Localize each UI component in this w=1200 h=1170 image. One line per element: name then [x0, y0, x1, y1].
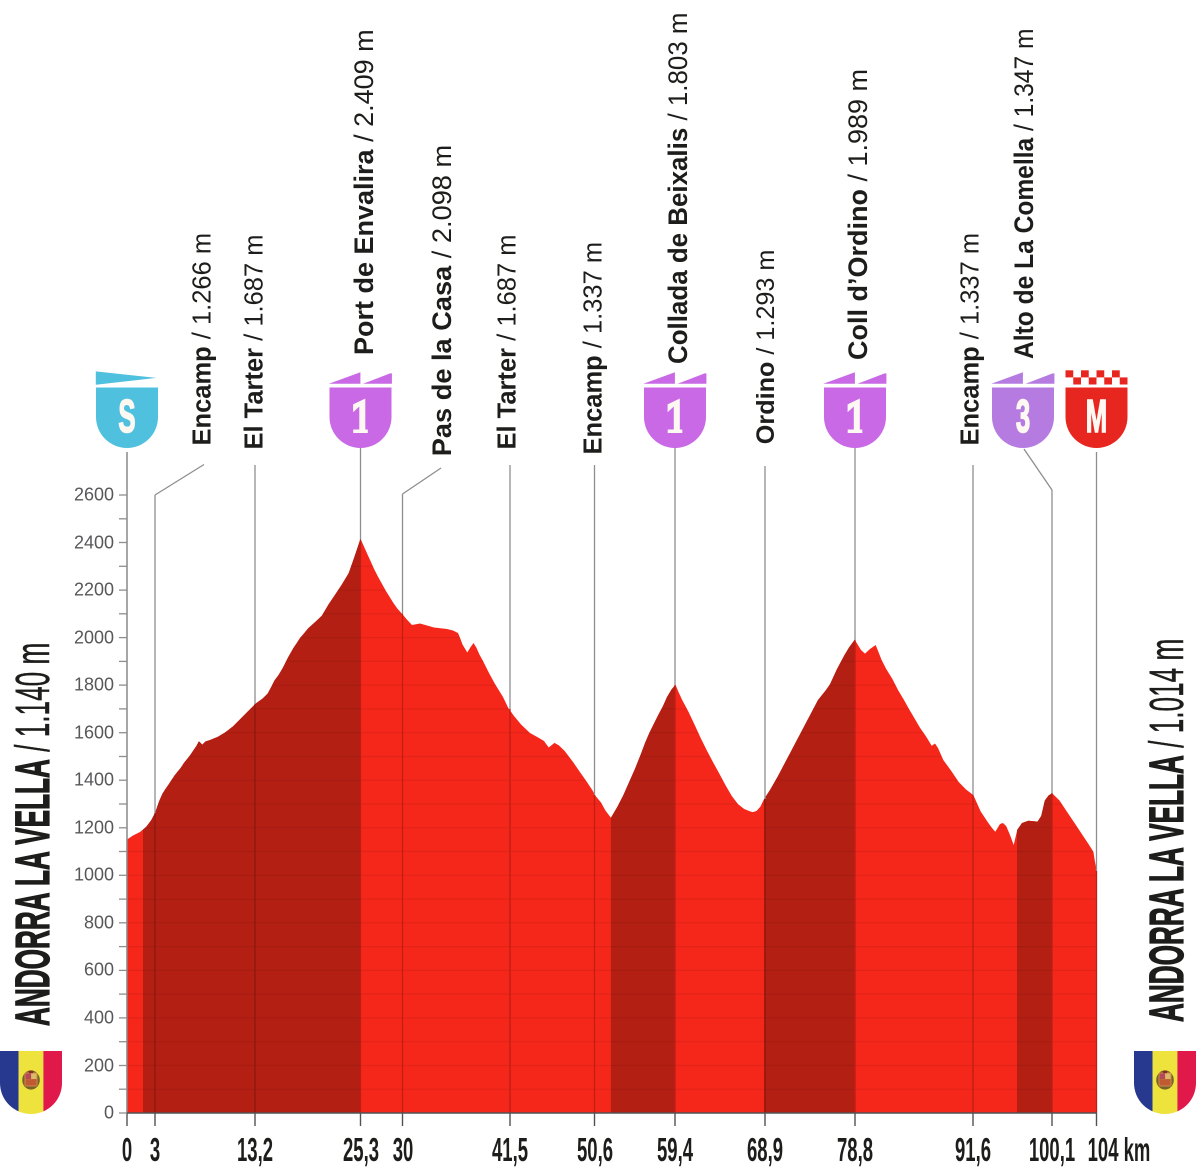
svg-text:3: 3 [1016, 390, 1030, 442]
svg-text:S: S [118, 390, 135, 442]
svg-text:M: M [1086, 390, 1107, 442]
